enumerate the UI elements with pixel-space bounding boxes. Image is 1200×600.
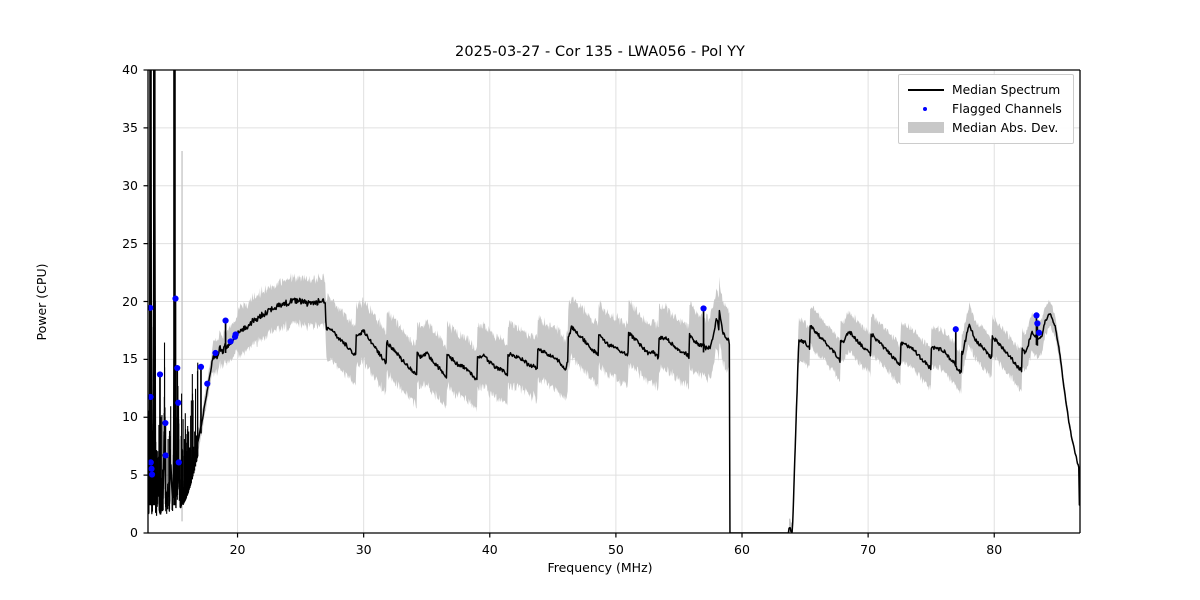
y-tick-label: 0 xyxy=(130,525,138,540)
line-swatch-icon xyxy=(906,80,946,99)
y-tick-label: 5 xyxy=(130,467,138,483)
x-tick-label: 40 xyxy=(481,542,498,557)
y-tick-label: 25 xyxy=(122,235,138,251)
legend: Median Spectrum Flagged Channels Median … xyxy=(898,74,1074,144)
x-tick-label: 60 xyxy=(734,542,750,557)
band-patch-icon xyxy=(906,118,946,137)
legend-item-median-abs-dev: Median Abs. Dev. xyxy=(906,118,1067,137)
x-axis-label: Frequency (MHz) xyxy=(547,560,653,575)
legend-label: Flagged Channels xyxy=(952,101,1062,116)
flagged-channel-markers xyxy=(148,295,1043,478)
median-spectrum-line xyxy=(148,70,1080,533)
y-axis-label: Power (CPU) xyxy=(34,263,49,340)
plot-title: 2025-03-27 - Cor 135 - LWA056 - Pol YY xyxy=(455,44,745,60)
legend-label: Median Abs. Dev. xyxy=(952,120,1059,135)
x-tick-label: 50 xyxy=(607,542,624,557)
y-tick-label: 20 xyxy=(122,293,138,309)
axes-spines xyxy=(143,69,1081,538)
legend-item-flagged-channels: Flagged Channels xyxy=(906,99,1067,118)
legend-label: Median Spectrum xyxy=(952,82,1061,97)
y-tick-label: 35 xyxy=(122,119,138,135)
x-tick-label: 70 xyxy=(860,542,877,557)
dot-marker-icon xyxy=(906,99,946,118)
x-tick-label: 20 xyxy=(229,542,246,557)
y-tick-label: 30 xyxy=(122,177,138,193)
x-tick-label: 30 xyxy=(355,542,372,557)
x-tick-label: 80 xyxy=(986,542,1003,557)
y-tick-label: 10 xyxy=(122,409,138,425)
y-tick-label: 40 xyxy=(122,62,138,77)
legend-item-median-spectrum: Median Spectrum xyxy=(906,80,1067,99)
y-tick-label: 15 xyxy=(122,351,138,367)
